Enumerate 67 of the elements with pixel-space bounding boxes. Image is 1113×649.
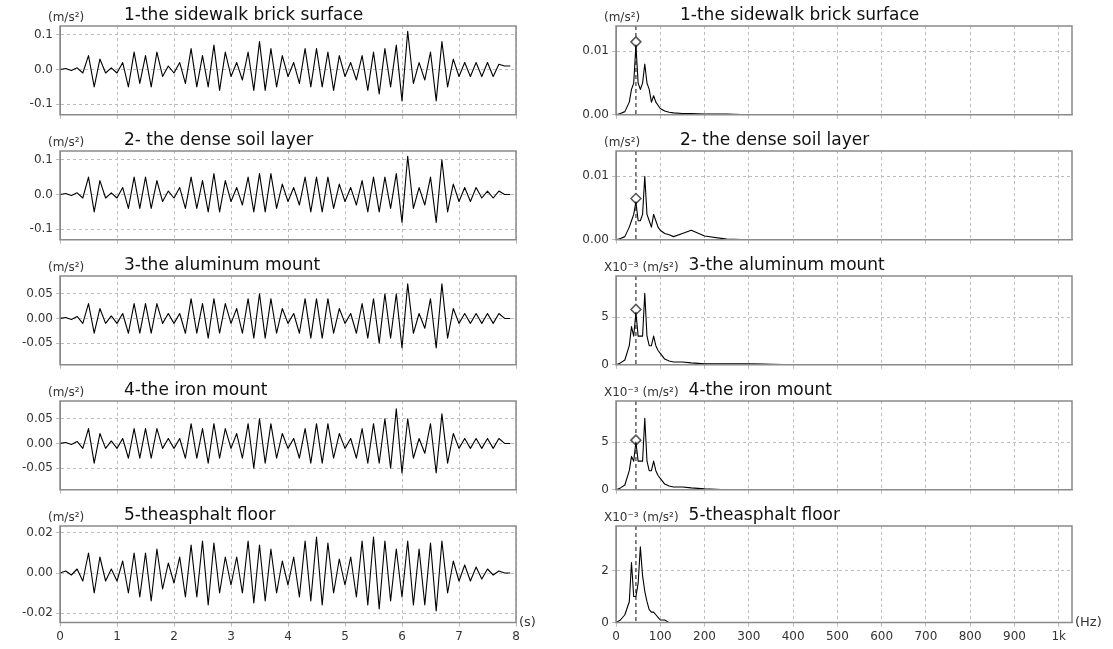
y-tick-label: 0.01 <box>582 43 609 58</box>
x-tick-label: 400 <box>781 628 805 643</box>
y-axis-title: X10⁻³ (m/s²) <box>604 385 679 400</box>
x-tick-label: 300 <box>737 628 761 643</box>
y-tick-label: 2 <box>601 562 609 577</box>
x-tick-label: 8 <box>512 628 520 643</box>
y-axis-title: X10⁻³ (m/s²) <box>604 260 679 275</box>
y-axis-title: (m/s²) <box>48 385 85 400</box>
y-axis-title: (m/s²) <box>48 10 85 25</box>
chart-title: 4-the iron mount <box>688 378 833 399</box>
chart-title: 1-the sidewalk brick surface <box>680 3 920 24</box>
x-tick-label: 500 <box>825 628 849 643</box>
x-tick-label: 100 <box>648 628 672 643</box>
y-axis-title: (m/s²) <box>604 10 641 25</box>
y-tick-label: 0.00 <box>26 565 53 580</box>
x-tick-label: 800 <box>958 628 982 643</box>
y-tick-label: -0.05 <box>21 335 53 350</box>
y-tick-label: 5 <box>601 309 609 324</box>
y-tick-label: 0.05 <box>26 285 53 300</box>
x-tick-label: 5 <box>341 628 349 643</box>
x-tick-label: 4 <box>284 628 292 643</box>
y-tick-label: 5 <box>601 434 609 449</box>
x-tick-label: 0 <box>612 628 620 643</box>
x-tick-label: 1k <box>1051 628 1067 643</box>
x-axis-title: (Hz) <box>1075 614 1102 630</box>
y-tick-label: -0.1 <box>29 221 53 236</box>
chart-title: 5-theasphalt floor <box>124 503 276 524</box>
y-tick-label: 0 <box>601 481 609 496</box>
x-tick-label: 7 <box>455 628 463 643</box>
y-axis-title: (m/s²) <box>48 510 85 525</box>
x-tick-label: 1 <box>113 628 121 643</box>
y-tick-label: 0.00 <box>26 435 53 450</box>
chart-title: 2- the dense soil layer <box>124 128 314 149</box>
chart-title: 4-the iron mount <box>124 378 268 399</box>
y-tick-label: 0.02 <box>26 525 53 540</box>
x-tick-label: 6 <box>398 628 406 643</box>
y-tick-label: 0 <box>601 614 609 629</box>
chart-title: 5-theasphalt floor <box>688 503 841 524</box>
y-axis-title: (m/s²) <box>604 135 641 150</box>
y-tick-label: 0.05 <box>26 410 53 425</box>
chart-title: 1-the sidewalk brick surface <box>124 3 364 24</box>
chart-title: 2- the dense soil layer <box>680 128 870 149</box>
y-tick-label: 0.1 <box>33 151 53 166</box>
x-axis-title: (s) <box>519 614 536 630</box>
x-tick-label: 900 <box>1002 628 1026 643</box>
y-tick-label: 0 <box>601 356 609 371</box>
y-tick-label: 0.0 <box>33 186 53 201</box>
y-tick-label: 0.00 <box>582 106 609 121</box>
y-tick-label: 0.00 <box>582 231 609 246</box>
y-axis-title: (m/s²) <box>48 260 85 275</box>
y-axis-title: (m/s²) <box>48 135 85 150</box>
y-tick-label: -0.05 <box>21 460 53 475</box>
x-tick-label: 700 <box>914 628 938 643</box>
x-tick-label: 3 <box>227 628 235 643</box>
x-tick-label: 2 <box>170 628 178 643</box>
y-axis-title: X10⁻³ (m/s²) <box>604 510 679 525</box>
y-tick-label: 0.01 <box>582 168 609 183</box>
chart-title: 3-the aluminum mount <box>124 253 321 274</box>
y-tick-label: -0.1 <box>29 96 53 111</box>
y-tick-label: 0.0 <box>33 61 53 76</box>
y-tick-label: 0.1 <box>33 26 53 41</box>
y-tick-label: -0.02 <box>21 605 53 620</box>
x-tick-label: 200 <box>693 628 716 643</box>
y-tick-label: 0.00 <box>26 310 53 325</box>
x-tick-label: 0 <box>56 628 64 643</box>
chart-title: 3-the aluminum mount <box>688 253 886 274</box>
x-tick-label: 600 <box>870 628 894 643</box>
